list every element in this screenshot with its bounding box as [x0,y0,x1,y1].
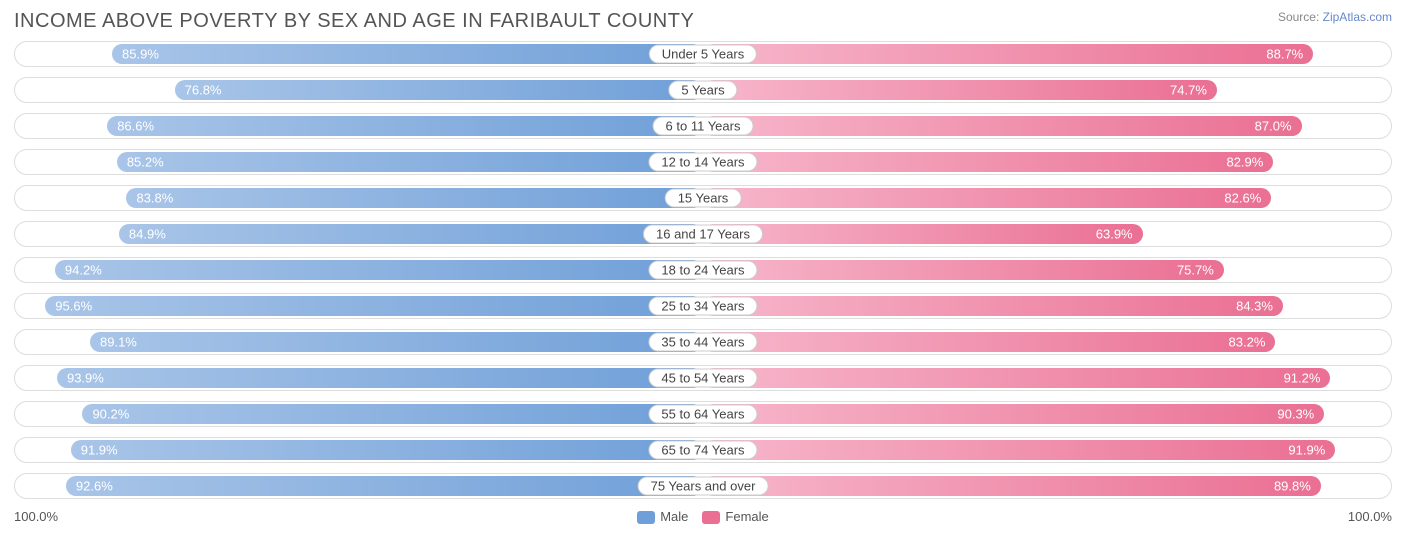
category-label: 25 to 34 Years [648,297,757,316]
female-bar: 82.6% [703,188,1271,208]
category-label: 6 to 11 Years [653,117,754,136]
chart-row: 95.6% 84.3% 25 to 34 Years [14,293,1392,319]
category-label: 75 Years and over [638,477,769,496]
male-bar: 85.9% [112,44,703,64]
male-bar: 95.6% [45,296,703,316]
female-value: 88.7% [1266,47,1303,62]
male-bar: 83.8% [126,188,703,208]
chart-row: 86.6% 87.0% 6 to 11 Years [14,113,1392,139]
category-label: 35 to 44 Years [648,333,757,352]
female-value: 91.9% [1288,443,1325,458]
female-value: 74.7% [1170,83,1207,98]
female-value: 89.8% [1274,479,1311,494]
chart-title: INCOME ABOVE POVERTY BY SEX AND AGE IN F… [14,10,694,33]
category-label: 65 to 74 Years [648,441,757,460]
male-value: 84.9% [129,227,166,242]
male-bar: 94.2% [55,260,703,280]
category-label: 55 to 64 Years [648,405,757,424]
female-value: 87.0% [1255,119,1292,134]
chart-row: 76.8% 74.7% 5 Years [14,77,1392,103]
chart-row: 84.9% 63.9% 16 and 17 Years [14,221,1392,247]
female-value: 91.2% [1284,371,1321,386]
male-bar: 76.8% [175,80,703,100]
female-value: 82.9% [1226,155,1263,170]
legend-female: Female [702,509,768,524]
chart-row: 93.9% 91.2% 45 to 54 Years [14,365,1392,391]
axis-right-label: 100.0% [1348,509,1392,524]
female-bar: 82.9% [703,152,1273,172]
axis-left-label: 100.0% [14,509,58,524]
male-value: 90.2% [92,407,129,422]
male-bar: 90.2% [82,404,703,424]
chart-row: 83.8% 82.6% 15 Years [14,185,1392,211]
male-value: 93.9% [67,371,104,386]
legend-male-label: Male [660,509,688,524]
male-bar: 92.6% [66,476,703,496]
female-bar: 84.3% [703,296,1283,316]
male-value: 85.2% [127,155,164,170]
category-label: 18 to 24 Years [648,261,757,280]
male-value: 86.6% [117,119,154,134]
category-label: 5 Years [668,81,737,100]
male-value: 94.2% [65,263,102,278]
female-bar: 63.9% [703,224,1143,244]
category-label: Under 5 Years [649,45,757,64]
female-bar: 89.8% [703,476,1321,496]
chart-footer: 100.0% Male Female 100.0% [14,509,1392,524]
female-bar: 75.7% [703,260,1224,280]
male-value: 89.1% [100,335,137,350]
diverging-bar-chart: 85.9% 88.7% Under 5 Years 76.8% 74.7% 5 Years… [14,41,1392,499]
category-label: 16 and 17 Years [643,225,763,244]
male-bar: 84.9% [119,224,703,244]
male-bar: 93.9% [57,368,703,388]
male-value: 92.6% [76,479,113,494]
male-bar: 91.9% [71,440,703,460]
legend: Male Female [637,509,769,524]
chart-header: INCOME ABOVE POVERTY BY SEX AND AGE IN F… [14,10,1392,33]
female-value: 84.3% [1236,299,1273,314]
female-value: 83.2% [1229,335,1266,350]
male-value: 91.9% [81,443,118,458]
chart-row: 90.2% 90.3% 55 to 64 Years [14,401,1392,427]
male-value: 76.8% [185,83,222,98]
male-value: 85.9% [122,47,159,62]
female-bar: 90.3% [703,404,1324,424]
female-swatch-icon [702,511,720,524]
chart-row: 91.9% 91.9% 65 to 74 Years [14,437,1392,463]
female-bar: 91.2% [703,368,1330,388]
female-value: 75.7% [1177,263,1214,278]
female-value: 63.9% [1096,227,1133,242]
female-bar: 88.7% [703,44,1313,64]
male-swatch-icon [637,511,655,524]
female-bar: 74.7% [703,80,1217,100]
female-value: 82.6% [1224,191,1261,206]
chart-row: 94.2% 75.7% 18 to 24 Years [14,257,1392,283]
female-bar: 83.2% [703,332,1275,352]
category-label: 12 to 14 Years [648,153,757,172]
chart-row: 89.1% 83.2% 35 to 44 Years [14,329,1392,355]
chart-row: 85.2% 82.9% 12 to 14 Years [14,149,1392,175]
chart-row: 85.9% 88.7% Under 5 Years [14,41,1392,67]
female-bar: 87.0% [703,116,1302,136]
source-prefix: Source: [1278,10,1323,24]
male-bar: 89.1% [90,332,703,352]
chart-source: Source: ZipAtlas.com [1278,10,1392,24]
legend-male: Male [637,509,688,524]
category-label: 45 to 54 Years [648,369,757,388]
male-value: 95.6% [55,299,92,314]
source-link[interactable]: ZipAtlas.com [1323,10,1392,24]
male-bar: 85.2% [117,152,703,172]
chart-row: 92.6% 89.8% 75 Years and over [14,473,1392,499]
female-bar: 91.9% [703,440,1335,460]
male-value: 83.8% [136,191,173,206]
legend-female-label: Female [725,509,768,524]
male-bar: 86.6% [107,116,703,136]
female-value: 90.3% [1277,407,1314,422]
category-label: 15 Years [665,189,742,208]
